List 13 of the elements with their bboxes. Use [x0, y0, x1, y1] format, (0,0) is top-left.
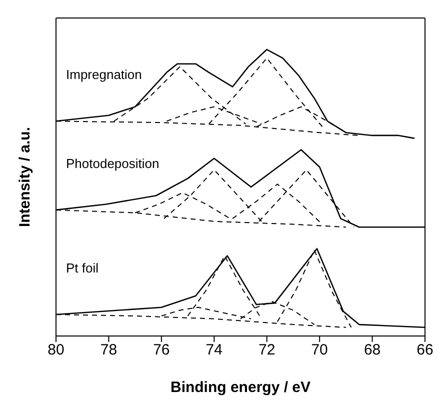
x-tick-label: 76: [153, 342, 170, 359]
x-tick-label: 74: [206, 342, 222, 359]
series-label: Photodeposition: [66, 156, 160, 171]
series-label: Impregnation: [66, 67, 142, 82]
text: Pt foil: [66, 260, 99, 276]
x-tick-label: 70: [311, 342, 328, 359]
x-tick-label: 68: [364, 342, 381, 359]
x-tick-label: 66: [416, 342, 434, 359]
x-tick-label: 78: [100, 342, 118, 359]
y-axis-title: Intensity / a.u.: [16, 126, 34, 228]
x-tick-label: 80: [48, 342, 64, 359]
x-axis-title: Binding energy / eV: [170, 379, 311, 396]
x-tick-label: 72: [258, 342, 276, 359]
